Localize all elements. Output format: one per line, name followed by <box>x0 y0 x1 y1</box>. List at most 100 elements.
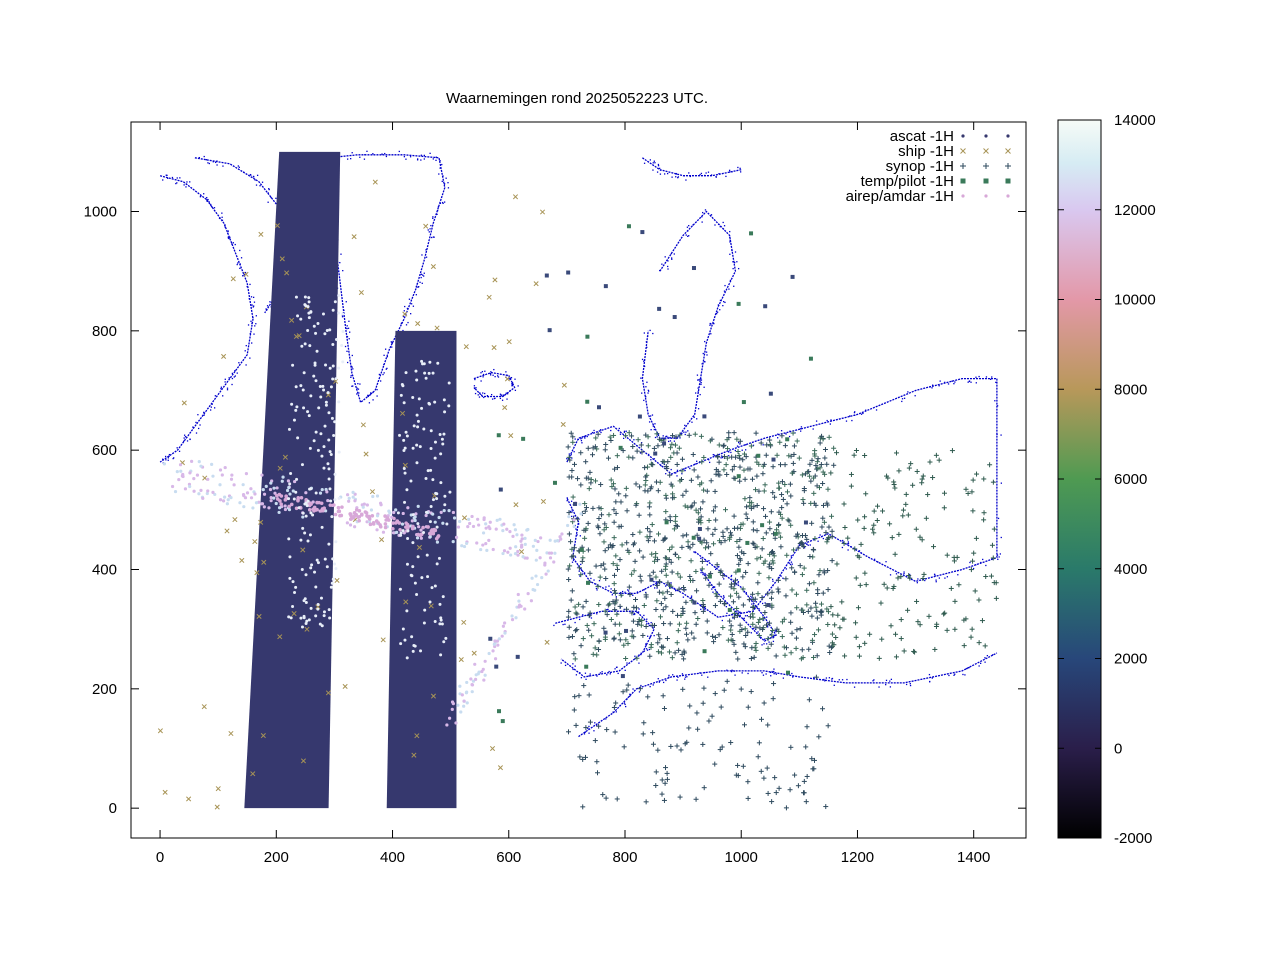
ascat-marker <box>315 558 319 562</box>
airep-marker <box>493 639 497 643</box>
ascat-swaths <box>244 151 457 809</box>
synop-marker <box>587 570 593 576</box>
coastline-dot <box>729 279 732 282</box>
coastline-dot <box>745 592 747 594</box>
coastline-dot <box>421 282 423 284</box>
synop-marker <box>851 452 857 458</box>
coastline-dot <box>480 372 482 374</box>
synop-marker <box>635 621 641 627</box>
airep-marker <box>277 492 282 497</box>
coastline-dot <box>351 354 353 357</box>
airep-marker <box>518 603 522 607</box>
airep-marker <box>367 515 372 519</box>
synop-marker <box>666 556 672 562</box>
coastline-dot <box>609 673 611 675</box>
ascat-marker <box>300 567 304 571</box>
synop-marker <box>782 652 788 658</box>
airep-marker <box>244 472 249 476</box>
coastline-dot <box>681 473 683 475</box>
synop-marker <box>784 501 790 507</box>
coastline-dot <box>705 172 707 174</box>
coastline-dot <box>991 376 993 378</box>
coastline-dot <box>227 236 229 238</box>
coastline-dot <box>721 455 723 457</box>
synop-marker <box>831 462 837 468</box>
coastline-dot <box>773 668 775 670</box>
synop-marker <box>931 544 937 550</box>
coastline-dot <box>511 384 513 387</box>
synop-marker <box>633 596 639 602</box>
ascat-marker <box>313 363 317 367</box>
synop-marker <box>748 656 754 662</box>
synop-marker <box>598 563 604 569</box>
ship-marker <box>258 231 264 237</box>
coastline-dot <box>643 589 645 591</box>
coastline-dot <box>585 678 587 680</box>
airep-marker <box>553 551 557 555</box>
synop-marker <box>724 437 730 443</box>
synop-marker <box>793 635 799 641</box>
airep-marker <box>508 530 512 534</box>
synop-marker <box>667 518 673 524</box>
airep-marker <box>431 512 435 516</box>
synop-marker <box>743 633 749 639</box>
ascat-marker <box>303 342 307 346</box>
ship-marker <box>430 693 437 699</box>
synop-marker <box>740 574 746 580</box>
coastline-dot <box>599 429 602 431</box>
coastline-dot <box>732 267 734 270</box>
coastline-dot <box>253 301 256 303</box>
synop-marker <box>645 526 651 532</box>
synop-marker <box>669 544 675 550</box>
synop-marker <box>697 482 703 488</box>
synop-marker <box>863 582 869 588</box>
ship-marker <box>491 345 497 351</box>
synop-marker <box>724 526 730 532</box>
synop-marker <box>704 630 710 636</box>
airep-marker <box>424 513 428 518</box>
coastline-dot <box>789 430 791 432</box>
synop-marker <box>799 647 805 653</box>
coastline-dot <box>673 440 676 442</box>
airep-marker <box>283 507 288 512</box>
synop-marker <box>649 522 655 528</box>
ascat-marker <box>337 450 341 454</box>
coastline-dot <box>713 323 715 325</box>
synop-marker <box>704 618 710 624</box>
synop-marker <box>636 617 642 623</box>
synop-marker <box>657 636 663 642</box>
airep-marker <box>572 518 576 522</box>
synop-marker <box>848 471 854 477</box>
synop-marker <box>772 775 778 781</box>
coastline-dot <box>771 630 773 633</box>
synop-marker <box>585 547 591 553</box>
synop-marker <box>621 642 627 648</box>
synop-marker <box>824 500 830 506</box>
airep-marker <box>272 486 276 490</box>
coastline-dot <box>605 586 607 588</box>
airep-marker <box>534 574 538 578</box>
synop-marker <box>898 574 904 580</box>
synop-marker <box>857 582 863 588</box>
coastline-dot <box>581 442 583 444</box>
coastline-dot <box>646 346 648 349</box>
ship-marker <box>215 786 221 792</box>
synop-marker <box>613 700 619 706</box>
synop-marker <box>875 503 881 509</box>
coastline-dot <box>762 444 764 446</box>
temp-pilot-marker <box>702 414 707 419</box>
coastline-dot <box>771 578 774 581</box>
coastline-dot <box>578 570 580 572</box>
coastline-dot <box>675 589 677 592</box>
coastline-dot <box>372 153 374 155</box>
synop-marker <box>952 598 958 604</box>
coastline-dot <box>391 342 393 344</box>
ascat-marker <box>431 498 435 502</box>
coastline-dot <box>695 392 697 394</box>
airep-marker <box>467 517 471 521</box>
airep-marker <box>223 495 227 499</box>
airep-marker <box>179 469 183 473</box>
synop-marker <box>727 530 733 536</box>
synop-marker <box>775 577 781 583</box>
synop-marker <box>642 482 648 488</box>
